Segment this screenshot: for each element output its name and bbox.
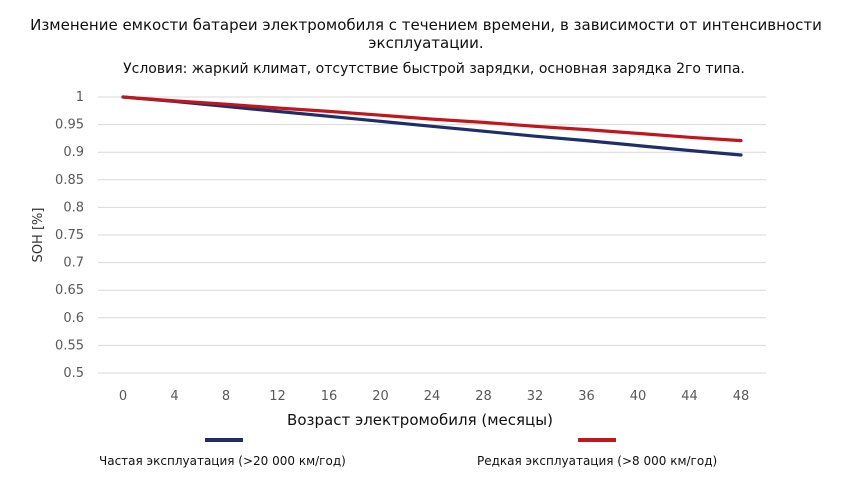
y-tick-label: 0.7 bbox=[63, 256, 84, 271]
x-tick-label: 8 bbox=[222, 389, 230, 404]
y-tick-label: 0.75 bbox=[55, 228, 84, 243]
y-tick-label: 0.95 bbox=[55, 118, 84, 133]
x-tick-label: 12 bbox=[269, 389, 286, 404]
y-tick-label: 0.85 bbox=[55, 173, 84, 188]
x-tick-label: 40 bbox=[630, 389, 647, 404]
series-lines bbox=[121, 95, 743, 157]
x-tick-labels: 0 4 8 12 16 20 24 28 32 36 40 44 48 bbox=[119, 389, 749, 404]
x-tick-label: 36 bbox=[578, 389, 595, 404]
y-tick-labels: 1 0.95 0.9 0.85 0.8 0.75 0.7 0.65 0.6 0.55 0.5 bbox=[55, 90, 84, 381]
x-axis-label: Возраст электромобиля (месяцы) bbox=[287, 411, 553, 429]
y-tick-label: 1 bbox=[76, 90, 84, 105]
x-tick-label: 24 bbox=[424, 389, 441, 404]
y-tick-label: 0.9 bbox=[63, 145, 84, 160]
x-tick-label: 28 bbox=[475, 389, 492, 404]
x-tick-label: 48 bbox=[733, 389, 750, 404]
x-tick-label: 16 bbox=[321, 389, 338, 404]
x-tick-label: 32 bbox=[527, 389, 544, 404]
y-tick-label: 0.55 bbox=[55, 338, 84, 353]
x-tick-label: 44 bbox=[681, 389, 698, 404]
y-tick-label: 0.5 bbox=[63, 366, 84, 381]
x-tick-label: 0 bbox=[119, 389, 127, 404]
y-tick-label: 0.8 bbox=[63, 200, 84, 215]
y-tick-label: 0.6 bbox=[63, 311, 84, 326]
x-tick-label: 4 bbox=[170, 389, 178, 404]
legend-label-1: Частая эксплуатация (>20 000 км/год) bbox=[99, 454, 346, 468]
series-line-2 bbox=[121, 95, 743, 143]
series-line-1 bbox=[121, 95, 743, 157]
grid-lines bbox=[98, 96, 766, 374]
y-axis-label: SOH [%] bbox=[31, 208, 46, 263]
legend-label-2: Редкая эксплуатация (>8 000 км/год) bbox=[477, 454, 717, 468]
chart-title: Изменение емкости батареи электромобиля … bbox=[30, 16, 822, 52]
chart-subtitle: Условия: жаркий климат, отсутствие быстр… bbox=[123, 61, 745, 77]
legend: Частая эксплуатация (>20 000 км/год) Редк… bbox=[99, 438, 717, 468]
y-tick-label: 0.65 bbox=[55, 283, 84, 298]
x-tick-label: 20 bbox=[372, 389, 389, 404]
